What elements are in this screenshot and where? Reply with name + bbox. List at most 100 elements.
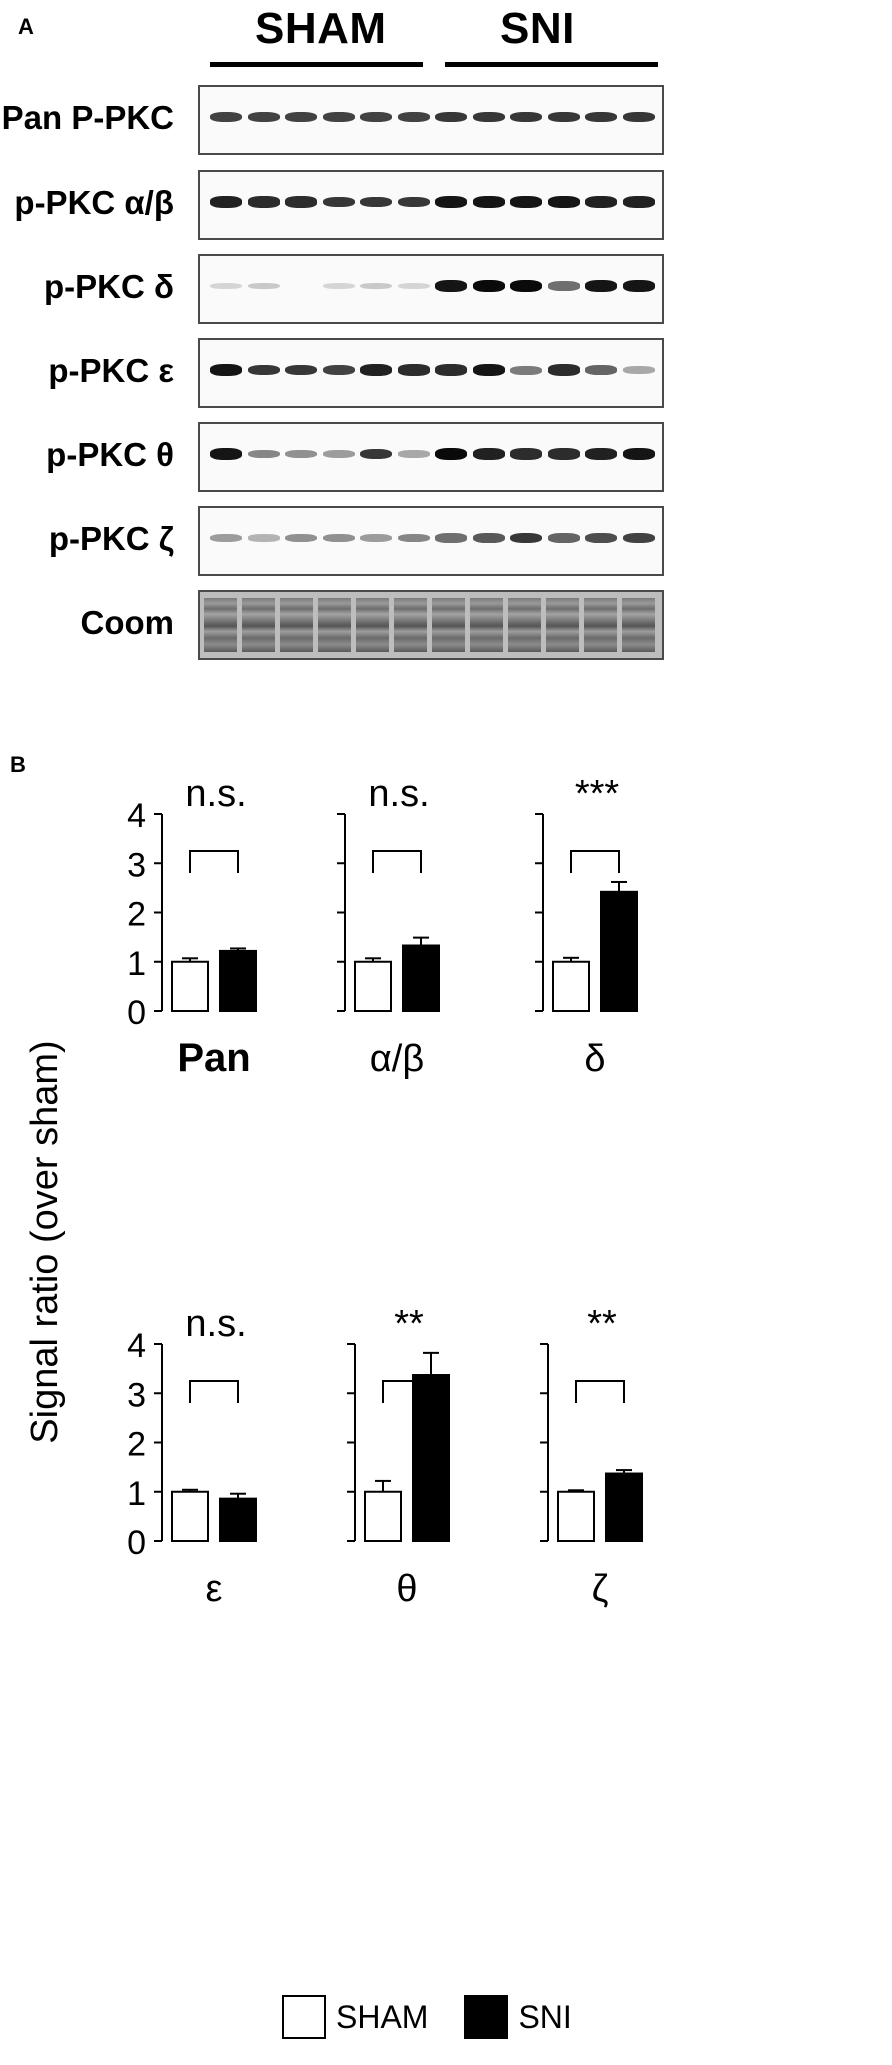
blot-band (247, 196, 280, 208)
blot-row-label-6: Coom (80, 604, 175, 641)
y-tick-label: 4 (127, 797, 146, 835)
blot-band (247, 111, 280, 123)
blot-band (622, 111, 655, 123)
y-tick-label: 3 (127, 846, 146, 884)
significance-bracket (570, 850, 620, 873)
bar-sham (557, 1490, 595, 1542)
bar-sni (600, 890, 638, 1012)
blot-band (472, 280, 505, 292)
blot-band (622, 448, 655, 460)
blot-band (360, 111, 392, 123)
y-tick-label: 1 (127, 1475, 146, 1513)
significance-label: n.s. (185, 773, 246, 815)
blot-band (472, 111, 505, 123)
coomassie-lane (280, 598, 313, 652)
blot-row-label-4: p-PKC θ (46, 436, 174, 473)
bar-charts: Signal ratio (over sham) 0 1 2 3 4 n.s. Pan n.s… (24, 773, 643, 1610)
coomassie-lane (546, 598, 579, 652)
blot-band (247, 364, 280, 376)
blot-band (322, 533, 355, 543)
blot-band (247, 534, 280, 542)
blot-strip-3 (198, 338, 664, 408)
blot-band (360, 282, 392, 290)
blot-band (360, 533, 392, 543)
blot-band (585, 280, 617, 292)
blot-band (247, 282, 280, 290)
blot-band (285, 196, 317, 208)
subplot-label: α/β (370, 1038, 424, 1080)
blot-row-label-5: p-PKC ζ (48, 520, 174, 557)
blot-band (547, 364, 580, 376)
coomassie-lane (204, 598, 237, 652)
blot-band (622, 366, 655, 374)
blot-strip-4 (198, 422, 664, 492)
coomassie-lane (470, 598, 503, 652)
blot-band (210, 282, 242, 290)
significance-label: *** (575, 773, 620, 815)
significance-bracket (189, 1380, 239, 1403)
significance-bracket (575, 1380, 625, 1403)
blot-band (585, 365, 617, 375)
blot-band (622, 280, 655, 292)
subplot-label: ζ (592, 1568, 609, 1610)
subplot-label: θ (396, 1568, 417, 1610)
blot-band (322, 196, 355, 208)
blot-band (397, 196, 430, 208)
y-tick-label: 2 (127, 1426, 146, 1464)
subplot-label: Pan (177, 1036, 250, 1080)
blot-band (585, 532, 617, 544)
blot-band (285, 533, 317, 543)
blot-band (472, 196, 505, 208)
blot-band (510, 448, 542, 460)
sni-group-line (445, 62, 658, 67)
blot-band (285, 364, 317, 376)
blot-strip-1 (198, 170, 664, 240)
bar-sham (364, 1490, 402, 1542)
blot-band (472, 533, 505, 543)
blot-band (510, 111, 542, 123)
coomassie-lane (622, 598, 655, 652)
coomassie-lane (394, 598, 427, 652)
y-tick-label: 4 (127, 1327, 146, 1365)
coomassie-lane (318, 598, 351, 652)
blot-band (547, 533, 580, 543)
blot-strip-2 (198, 254, 664, 324)
blot-band (360, 448, 392, 460)
blot-band (397, 282, 430, 290)
blot-band (510, 280, 542, 292)
significance-bracket (189, 850, 239, 873)
blot-band (435, 364, 467, 376)
blot-band (322, 364, 355, 376)
blot-band (210, 364, 242, 376)
blot-band (285, 111, 317, 123)
blot-band (435, 196, 467, 208)
blot-strip-5 (198, 506, 664, 576)
legend-label-sham: SHAM (336, 1998, 429, 2035)
coomassie-lane (242, 598, 275, 652)
subplot-label: ε (206, 1568, 223, 1610)
coomassie-lane (508, 598, 541, 652)
group-label-sham: SHAM (255, 4, 387, 53)
blot-band (585, 111, 617, 123)
blot-band (547, 111, 580, 123)
y-tick-label: 0 (127, 994, 146, 1032)
bar-sham (552, 960, 590, 1012)
blot-band (397, 111, 430, 123)
significance-bracket (382, 1380, 432, 1403)
blot-band (360, 364, 392, 376)
blot-row-label-3: p-PKC ε (48, 352, 174, 389)
bar-sni (219, 949, 257, 1012)
blot-band (435, 533, 467, 543)
blot-band (472, 448, 505, 460)
significance-bracket (372, 850, 422, 873)
blot-band (510, 532, 542, 544)
subplot-label: δ (584, 1038, 605, 1080)
blot-band (435, 280, 467, 292)
blot-band (472, 364, 505, 376)
legend-swatch-sham (282, 1995, 326, 2039)
blot-band (622, 532, 655, 544)
coomassie-lane (584, 598, 617, 652)
blot-band (435, 448, 467, 460)
panel-b-letter: B (10, 752, 26, 777)
blot-band (322, 449, 355, 459)
